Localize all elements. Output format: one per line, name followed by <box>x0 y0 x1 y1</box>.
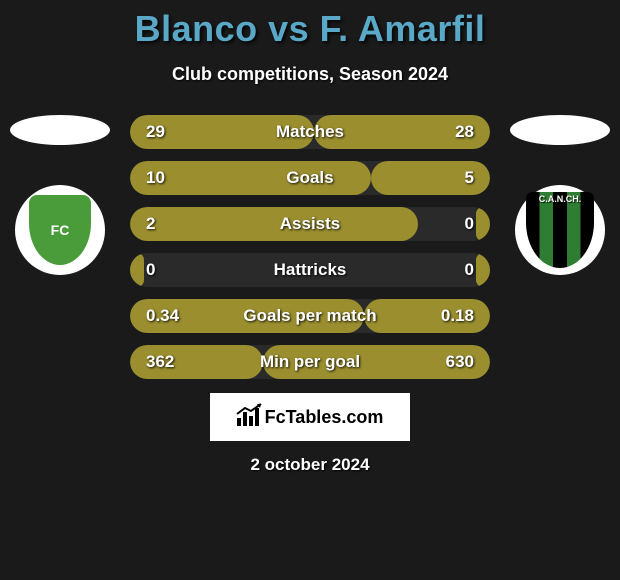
stat-value-right: 0 <box>465 214 474 234</box>
stat-fill-left <box>130 207 418 241</box>
date-label: 2 october 2024 <box>250 455 369 475</box>
stat-value-right: 28 <box>455 122 474 142</box>
stat-value-right: 0 <box>465 260 474 280</box>
stat-value-left: 362 <box>146 352 174 372</box>
stat-fill-left <box>130 253 144 287</box>
stat-bar: 362 630 Min per goal <box>130 345 490 379</box>
stat-fill-right <box>476 253 490 287</box>
stat-label: Goals <box>286 168 333 188</box>
brand-badge[interactable]: FcTables.com <box>210 393 410 441</box>
stats-column: 2928Matches105Goals20Assists00Hattricks0… <box>130 115 490 379</box>
page-subtitle: Club competitions, Season 2024 <box>0 64 620 85</box>
stat-bar: 0.34 0.18 Goals per match <box>130 299 490 333</box>
stat-bar: 0 0 Hattricks <box>130 253 490 287</box>
stat-label: Assists <box>280 214 340 234</box>
stat-value-left: 0.34 <box>146 306 179 326</box>
stat-value-left: 0 <box>146 260 155 280</box>
stat-label: Matches <box>276 122 344 142</box>
stat-fill-right <box>476 207 490 241</box>
stat-bar: 10 5 Goals <box>130 161 490 195</box>
stat-value-right: 5 <box>465 168 474 188</box>
page-title: Blanco vs F. Amarfil <box>0 8 620 50</box>
player-photo-left <box>10 115 110 145</box>
stat-bar: 2 0 Assists <box>130 207 490 241</box>
stat-label: Goals per match <box>243 306 376 326</box>
right-player-column: C.A.N.CH. <box>510 115 610 275</box>
left-player-column: FC <box>10 115 110 275</box>
shield-icon: FC <box>29 195 91 265</box>
club-badge-left-label: FC <box>51 223 70 237</box>
shield-icon: C.A.N.CH. <box>526 192 594 268</box>
footer: FcTables.com 2 october 2024 <box>0 393 620 475</box>
root-container: Blanco vs F. Amarfil Club competitions, … <box>0 0 620 475</box>
stat-value-right: 0.18 <box>441 306 474 326</box>
stat-value-left: 29 <box>146 122 165 142</box>
stat-value-left: 10 <box>146 168 165 188</box>
club-badge-left: FC <box>15 185 105 275</box>
stat-value-left: 2 <box>146 214 155 234</box>
bar-chart-icon <box>237 408 259 426</box>
stat-bar: 29 28 Matches <box>130 115 490 149</box>
stat-label: Min per goal <box>260 352 360 372</box>
main-row: FC 29 28 Matches 10 5 Goals 2 0 Assists 0 0 Hattric… <box>0 115 620 379</box>
club-badge-right: C.A.N.CH. <box>515 185 605 275</box>
stat-label: Hattricks <box>274 260 347 280</box>
stat-fill-left <box>130 161 371 195</box>
club-badge-right-label: C.A.N.CH. <box>539 195 582 204</box>
player-photo-right <box>510 115 610 145</box>
brand-label: FcTables.com <box>265 407 384 428</box>
stat-value-right: 630 <box>446 352 474 372</box>
